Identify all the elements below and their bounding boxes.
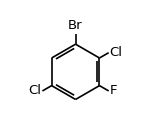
Text: Br: Br bbox=[68, 19, 83, 33]
Text: Cl: Cl bbox=[28, 84, 41, 97]
Text: F: F bbox=[110, 84, 117, 97]
Text: Cl: Cl bbox=[110, 46, 123, 59]
